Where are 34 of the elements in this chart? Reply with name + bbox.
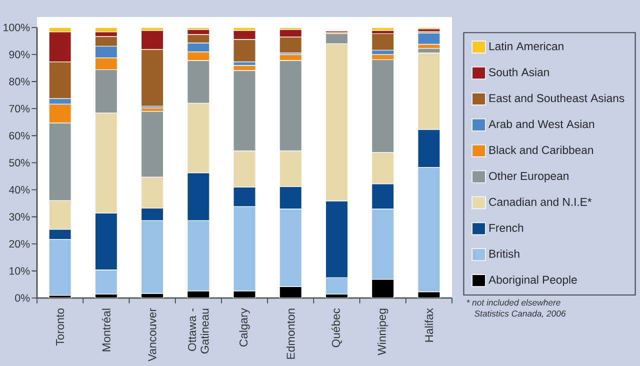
x-tick-label: Vancouver (148, 308, 156, 362)
x-tick-label: Calgary (239, 308, 250, 346)
legend-label: Latin American (489, 42, 564, 50)
y-tick-label: 30% (9, 213, 30, 221)
x-tick-label: Ottawa - Gatineau (188, 308, 209, 354)
y-tick-label: 10% (10, 267, 30, 275)
legend-label: Canadian and N.I.E* (489, 198, 592, 206)
text: Statistics Canada, 2006 (474, 310, 566, 318)
bar (418, 32, 440, 45)
x-tick-label: Edmonton (286, 308, 295, 359)
y-tick-label: 0% (15, 294, 30, 302)
legend-label: British (489, 250, 520, 258)
y-tick-label: 40% (8, 186, 30, 194)
x-tick-label: Québec (331, 308, 342, 348)
y-tick-label: 90% (9, 50, 30, 58)
y-tick-label: 70% (9, 104, 30, 112)
x-tick-label: Montréal (102, 308, 110, 352)
y-tick-label: 20% (9, 240, 30, 248)
legend-label: Aboriginal People (488, 275, 577, 286)
legend-label: Arab and West Asian (488, 120, 594, 128)
legend-label: East and Southeast Asians (489, 94, 624, 102)
x-tick-label: Halifax (424, 308, 434, 342)
y-tick-label: 80% (9, 78, 30, 86)
legend-label: Black and Caribbean (489, 146, 593, 154)
legend-label: French (489, 224, 524, 232)
bar (371, 33, 394, 51)
y-tick-label: 60% (9, 132, 30, 140)
y-tick-label: 100% (4, 24, 30, 32)
y-tick-label: 50% (9, 158, 30, 167)
legend-label: Other European (489, 172, 568, 182)
text: * not included elsewhere (466, 299, 560, 306)
x-tick-label: Toronto (56, 308, 64, 346)
x-tick-label: Winnipeg (378, 308, 388, 356)
legend-label: South Asian (489, 68, 549, 76)
